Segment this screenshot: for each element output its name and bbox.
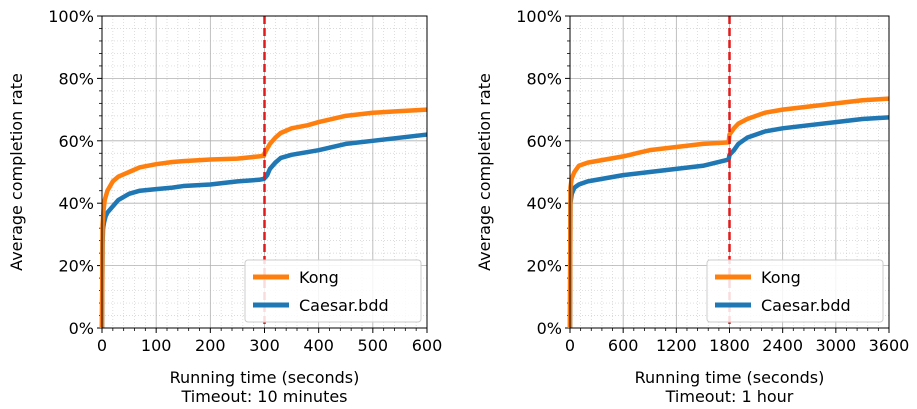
x-tick-label: 300 xyxy=(249,336,280,355)
x-tick-label: 3000 xyxy=(815,336,856,355)
legend-label-caesar-bdd: Caesar.bdd xyxy=(761,296,851,315)
y-tick-label: 60% xyxy=(58,132,94,151)
y-tick-label: 0% xyxy=(537,319,562,338)
y-tick-label: 20% xyxy=(58,257,94,276)
y-tick-label: 40% xyxy=(58,194,94,213)
x-tick-label: 500 xyxy=(358,336,389,355)
chart-right: 0 600 1200 1800 2400 3000 3600 0% 20% 40% 60% 80% 10… xyxy=(475,7,909,406)
x-tick-label: 3600 xyxy=(869,336,910,355)
x-tick-label: 200 xyxy=(195,336,226,355)
y-tick-label: 80% xyxy=(526,69,562,88)
legend-label-kong: Kong xyxy=(299,268,339,287)
x-axis-sublabel: Timeout: 1 hour xyxy=(665,387,794,406)
plot-frame xyxy=(569,15,890,329)
x-tick-label: 600 xyxy=(608,336,639,355)
series-line-kong xyxy=(567,96,890,329)
x-tick-label: 600 xyxy=(412,336,443,355)
y-axis-label: Average completion rate xyxy=(7,73,26,271)
legend: Kong Caesar.bdd xyxy=(244,259,422,323)
series-line-caesar-bdd xyxy=(99,132,428,329)
legend-label-caesar-bdd: Caesar.bdd xyxy=(299,296,389,315)
y-tick-label: 40% xyxy=(526,194,562,213)
chart-left: 0 100 200 300 400 500 600 0% 20% 40% 60% 80% 100% Ru… xyxy=(7,7,442,406)
y-tick-label: 0% xyxy=(69,319,94,338)
x-axis-sublabel: Timeout: 10 minutes xyxy=(180,387,347,406)
y-tick-label: 20% xyxy=(526,257,562,276)
series-line-kong xyxy=(99,107,428,329)
x-tick-label: 1200 xyxy=(656,336,697,355)
y-tick-label: 100% xyxy=(48,7,94,26)
x-tick-label: 0 xyxy=(565,336,575,355)
plot-frame xyxy=(101,15,428,329)
x-tick-label: 100 xyxy=(141,336,172,355)
legend: Kong Caesar.bdd xyxy=(706,259,884,323)
x-tick-label: 0 xyxy=(97,336,107,355)
x-axis-label: Running time (seconds) xyxy=(635,368,825,387)
x-axis-label: Running time (seconds) xyxy=(170,368,360,387)
x-tick-label: 400 xyxy=(303,336,334,355)
y-tick-label: 60% xyxy=(526,132,562,151)
series-line-caesar-bdd xyxy=(567,115,890,329)
legend-label-kong: Kong xyxy=(761,268,801,287)
x-tick-label: 1800 xyxy=(709,336,750,355)
y-tick-label: 80% xyxy=(58,69,94,88)
y-tick-label: 100% xyxy=(516,7,562,26)
y-axis-label: Average completion rate xyxy=(475,73,494,271)
x-tick-label: 2400 xyxy=(762,336,803,355)
